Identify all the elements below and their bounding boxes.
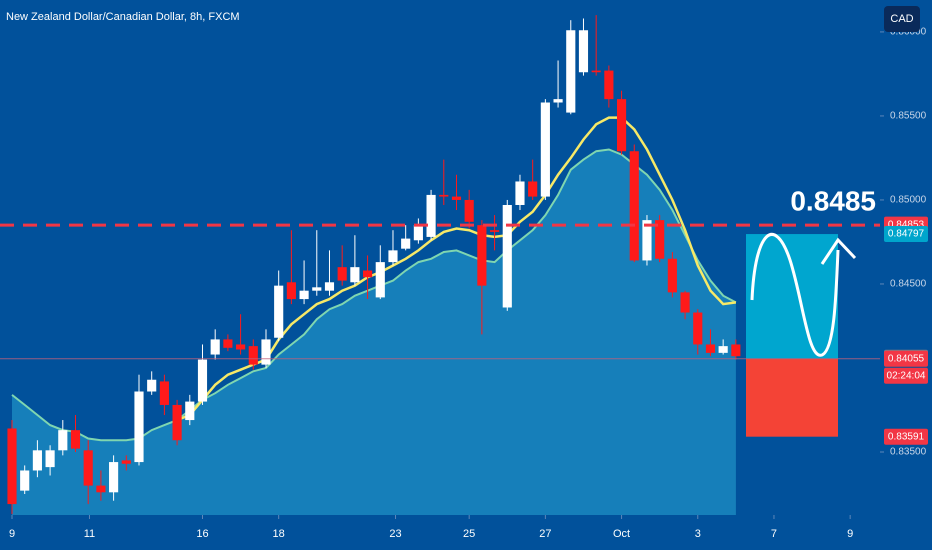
candle-body	[312, 287, 322, 291]
candle-body	[629, 151, 639, 261]
candle-body	[375, 262, 385, 298]
x-tick-label: 25	[463, 528, 475, 540]
currency-button[interactable]	[884, 6, 920, 32]
candle-body	[261, 339, 271, 365]
price-label: 0.83591	[888, 431, 925, 442]
candle-body	[83, 450, 93, 486]
overlay-layer: 0.84850.848530.847970.840610.840550.8359…	[0, 186, 928, 445]
candle-body	[515, 181, 525, 205]
candle-body	[7, 428, 17, 505]
y-tick-label: 0.84500	[890, 279, 927, 290]
candle-body	[655, 220, 665, 259]
candle-body	[20, 470, 30, 491]
forecast-wave	[750, 233, 840, 357]
candle-body	[197, 359, 208, 402]
candle-body	[236, 344, 246, 350]
candle-body	[718, 346, 728, 353]
zone-box	[746, 358, 838, 437]
candle-body	[363, 270, 373, 278]
candle-body	[680, 292, 690, 313]
price-label-box	[884, 350, 928, 367]
candle-body	[210, 339, 220, 355]
candle-body	[350, 267, 360, 283]
candle-body	[70, 430, 81, 449]
candle-body	[32, 450, 42, 471]
candle-body	[299, 290, 309, 300]
candle-body	[693, 312, 703, 345]
candle-body	[274, 285, 284, 338]
candle-body	[388, 250, 398, 263]
candle-body	[185, 401, 195, 421]
x-tick-label: 18	[273, 528, 285, 540]
price-label-box	[884, 428, 928, 445]
candle-body	[667, 258, 677, 293]
candle-body	[109, 462, 119, 493]
candle-body	[45, 450, 55, 468]
candle-body	[96, 485, 106, 493]
x-tick-label: 27	[539, 528, 551, 540]
countdown-box	[884, 367, 928, 384]
candle-body	[248, 346, 258, 365]
x-tick-label: 23	[389, 528, 401, 540]
x-tick-label: 9	[9, 528, 15, 540]
indicator-line	[11, 148, 737, 442]
y-tick-label: 0.83500	[890, 447, 927, 458]
y-tick-label: 0.86000	[890, 27, 927, 38]
price-label: 0.84853	[888, 219, 925, 230]
y-tick-label: 0.85000	[890, 195, 927, 206]
x-tick-label: 16	[196, 528, 208, 540]
candle-body	[223, 339, 233, 348]
chart-title: New Zealand Dollar/Canadian Dollar, 8h, …	[6, 11, 240, 23]
x-tick-label: 11	[84, 528, 95, 540]
candle-body	[147, 379, 157, 392]
candle-body	[172, 404, 182, 441]
candle-body	[413, 225, 423, 241]
area-layer	[12, 149, 736, 515]
zone-box	[746, 234, 838, 359]
candle-body	[58, 430, 68, 451]
x-tick-label: 3	[695, 528, 701, 540]
candle-body	[426, 194, 436, 237]
candle-body	[286, 282, 296, 300]
candle-body	[464, 199, 474, 222]
candle-body	[502, 204, 512, 308]
indicator-area	[12, 149, 736, 515]
price-label-box	[884, 226, 928, 243]
candle-body	[401, 238, 411, 249]
x-tick-label: Oct	[613, 528, 630, 540]
main-layer: 0.86000 0.85500 0.85000 0.84500 0.83500 9 11 16…	[7, 15, 927, 540]
x-tick-label: 7	[771, 528, 777, 540]
price-label: 0.84055	[888, 353, 925, 364]
forecast-arrow	[820, 237, 857, 265]
candle-body	[121, 460, 131, 464]
y-tick-label: 0.85500	[890, 111, 927, 122]
candle-body	[528, 181, 538, 197]
target-label: 0.8485	[790, 186, 876, 217]
candle-body	[439, 194, 449, 197]
x-tick-label: 9	[847, 528, 853, 540]
candle-body	[337, 267, 347, 281]
candle-body	[324, 282, 335, 291]
candle-body	[566, 30, 576, 113]
candle-body	[477, 225, 487, 286]
candle-body	[616, 99, 627, 152]
candle-body	[642, 220, 652, 261]
candle-body	[578, 30, 589, 73]
candle-body	[451, 196, 462, 200]
candle-body	[540, 102, 550, 197]
price-label: 0.84797	[888, 229, 925, 240]
currency-label[interactable]: CAD	[890, 13, 913, 25]
candle-body	[591, 70, 601, 73]
candle-body	[731, 344, 741, 357]
candle-body	[604, 70, 614, 100]
candle-body	[490, 230, 500, 232]
candle-body	[553, 99, 563, 103]
countdown: 02:24:04	[887, 370, 926, 381]
candle-body	[159, 381, 169, 405]
candle-body	[705, 344, 716, 353]
candle-body	[134, 391, 144, 463]
